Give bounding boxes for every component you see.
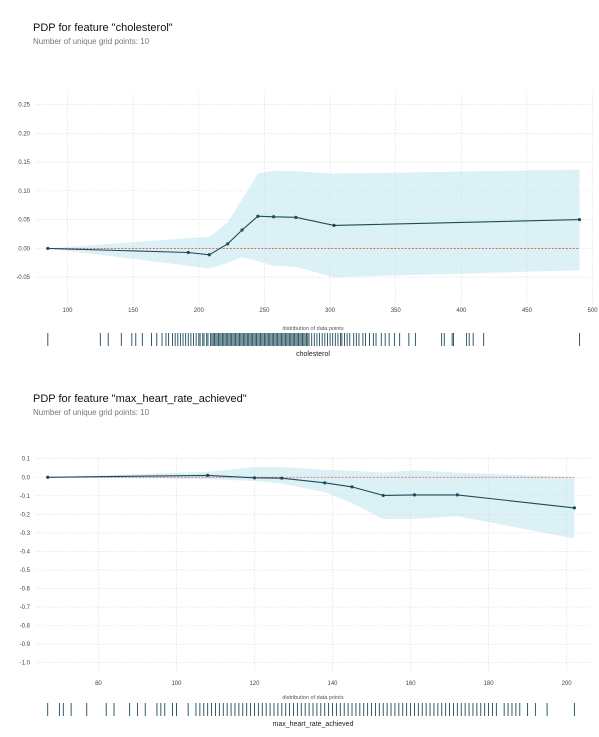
confidence-band	[47, 467, 575, 539]
x-tick-label: 80	[95, 681, 102, 687]
pdp-point	[46, 246, 50, 251]
y-tick-label: -0.4	[20, 549, 31, 555]
x-tick-label: 400	[456, 308, 467, 314]
y-tick-label: -0.8	[20, 624, 31, 630]
y-tick-label: 0.0	[22, 475, 31, 481]
x-tick-label: 350	[391, 308, 402, 314]
pdp-point	[332, 223, 336, 228]
pdp-line	[47, 215, 580, 256]
pdp-point	[455, 493, 459, 497]
pdp-point	[226, 242, 230, 246]
x-tick-label: 120	[249, 681, 260, 687]
y-tick-label: -1.0	[20, 661, 31, 667]
pdp-point	[240, 228, 244, 232]
pdp-point	[206, 473, 210, 478]
chart-subtitle: Number of unique grid points: 10	[33, 408, 150, 417]
pdp-chart-cholesterol: -0.05 0.00 0.05 0.10 0.15 0.20 0.25 100 150 200 25…	[16, 93, 599, 358]
x-tick-label: 150	[128, 308, 139, 314]
pdp-point	[323, 481, 327, 485]
x-tick-label: 200	[194, 308, 205, 314]
pdp-point	[577, 218, 582, 222]
y-tick-label: 0.00	[18, 246, 30, 252]
y-tick-label: -0.05	[16, 275, 30, 281]
y-tick-label: -0.9	[20, 642, 31, 648]
pdp-point	[46, 475, 50, 479]
x-tick-label: 140	[327, 681, 338, 687]
x-tick-label: 160	[406, 681, 417, 687]
pdp-point	[272, 215, 276, 219]
x-tick-label: 250	[259, 308, 270, 314]
pdp-point	[294, 215, 298, 219]
pdp-point	[252, 476, 257, 480]
pdp-point	[572, 506, 576, 510]
pdp-point	[256, 214, 260, 218]
x-tick-label: 100	[171, 681, 182, 687]
x-tick-label: 180	[484, 681, 495, 687]
y-tick-label: 0.1	[22, 457, 31, 463]
x-tick-label: 200	[562, 681, 573, 687]
y-tick-label: -0.6	[20, 587, 31, 593]
y-tick-label: -0.5	[20, 568, 31, 574]
y-tick-label: 0.25	[18, 103, 30, 109]
chart-subtitle: Number of unique grid points: 10	[33, 37, 150, 46]
rug-axis-label: max_heart_rate_achieved	[273, 721, 354, 728]
pdp-chart-max-heart-rate: -1.0 -0.9 -0.8 -0.7 -0.6 -0.5 -0.4 -0.3 -0.2 -0.1…	[20, 455, 590, 728]
y-tick-label: 0.10	[18, 189, 30, 195]
x-tick-label: 100	[62, 308, 73, 314]
y-tick-label: -0.1	[20, 494, 31, 500]
y-tick-label: -0.3	[20, 531, 31, 537]
y-tick-label: 0.05	[18, 218, 30, 224]
x-tick-label: 300	[325, 308, 336, 314]
pdp-point	[412, 493, 417, 497]
pdp-point	[381, 493, 385, 498]
pdp-point	[280, 476, 284, 480]
x-tick-label: 450	[522, 308, 533, 314]
chart-title: PDP for feature "cholesterol"	[33, 22, 173, 34]
pdp-point	[350, 485, 354, 489]
confidence-band	[47, 169, 580, 278]
pdp-panel-cholesterol: PDP for feature "cholesterol" Number of …	[16, 22, 599, 358]
distribution-label: distribution of data points	[282, 695, 343, 701]
y-tick-label: 0.15	[18, 160, 30, 166]
chart-title: PDP for feature "max_heart_rate_achieved…	[33, 393, 247, 405]
y-tick-label: -0.7	[20, 605, 31, 611]
y-tick-label: 0.20	[18, 131, 30, 137]
pdp-panel-max-heart-rate: PDP for feature "max_heart_rate_achieved…	[0, 380, 599, 737]
rug-axis-label: cholesterol	[296, 351, 330, 358]
y-tick-label: -0.2	[20, 512, 31, 518]
distribution-label: distribution of data points	[282, 326, 343, 332]
pdp-line	[47, 474, 575, 509]
pdp-point	[207, 253, 211, 257]
x-tick-label: 500	[588, 308, 599, 314]
pdp-point	[186, 250, 190, 255]
